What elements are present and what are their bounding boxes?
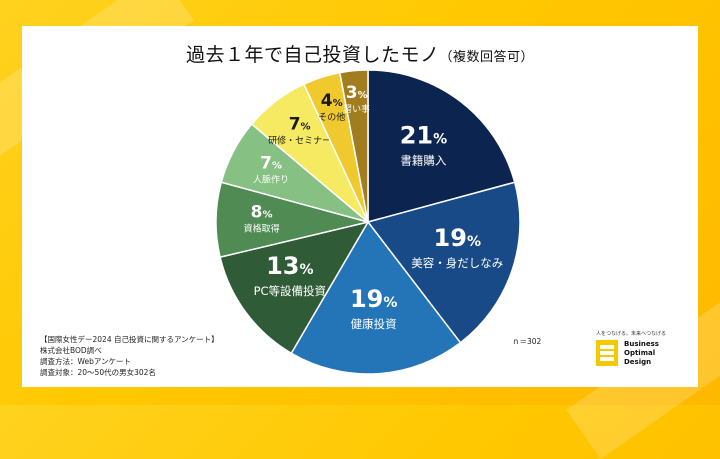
title-suffix: （複数回答可） [439, 50, 535, 65]
slice-category-label: 資格取得 [244, 222, 280, 234]
slice-category-label: PC等設備投資 [254, 284, 326, 298]
logo-line: Business [624, 340, 659, 348]
logo-tagline: 人をつなげる。未来へつなげる [596, 331, 667, 337]
pie-slice [290, 220, 462, 375]
pie-chart: 21%書籍購入19%美容・身だしなみ19%健康投資13%PC等設備投資8%資格取… [215, 69, 521, 375]
sample-size: ｎ＝302 [512, 337, 542, 346]
logo-line: Design [624, 358, 652, 366]
slice-category-label: 美容・身だしなみ [411, 256, 503, 270]
company-logo: 人をつなげる。未来へつなげる Business Optimal Design [596, 330, 696, 380]
pie-slice [338, 69, 369, 223]
chart-title: 過去１年で自己投資したモノ（複数回答可） [0, 40, 720, 67]
slice-value-label: 19% [350, 285, 397, 313]
title-main: 過去１年で自己投資したモノ [185, 44, 440, 66]
note-line: 調査対象：20～50代の男女302名 [40, 368, 156, 377]
note-line: 調査方法：Webアンケート [40, 357, 132, 366]
slice-category-label: 研修・セミナー [268, 135, 331, 147]
logo-line: Optimal [624, 349, 656, 357]
note-line: 株式会社BOD調べ [40, 346, 102, 355]
slice-category-label: 書籍購入 [400, 154, 446, 168]
slice-category-label: その他 [318, 111, 345, 123]
pie-slice [219, 220, 370, 355]
slice-category-label: 人脈作り [253, 173, 289, 185]
pie-slice [366, 181, 521, 344]
note-line: 【国際女性デー2024 自己投資に関するアンケート】 [40, 335, 219, 344]
pie-slice [367, 69, 516, 223]
survey-notes: 【国際女性デー2024 自己投資に関するアンケート】 株式会社BOD調べ 調査方… [40, 334, 219, 378]
logo-text: Business Optimal Design [624, 340, 659, 367]
logo-mark-icon [596, 340, 618, 366]
slice-category-label: 習い事 [343, 103, 370, 115]
slice-category-label: 健康投資 [351, 317, 397, 331]
